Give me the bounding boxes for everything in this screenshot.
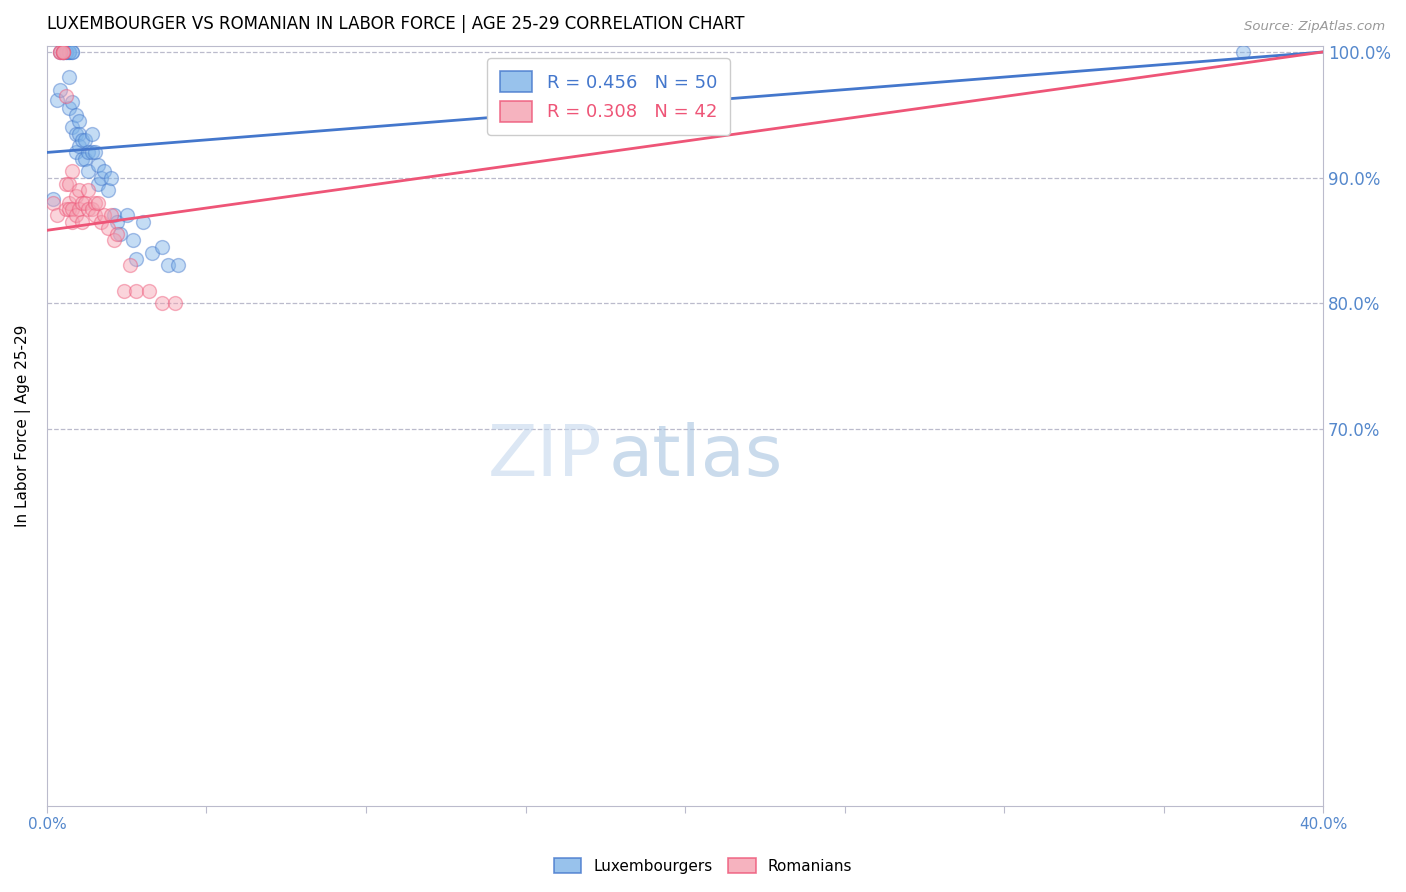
Point: [67, 127, 90, 141]
Point: [80, 202, 103, 216]
Point: [62, 202, 84, 216]
Point: [67, 183, 90, 197]
Point: [67, 202, 90, 216]
Point: [67, 114, 90, 128]
Point: [150, 296, 173, 310]
Point: [97, 183, 120, 197]
Point: [52, 45, 75, 59]
Point: [77, 164, 100, 178]
Point: [80, 127, 103, 141]
Point: [77, 145, 100, 160]
Point: [62, 214, 84, 228]
Point: [52, 45, 75, 59]
Point: [58, 102, 80, 116]
Point: [62, 164, 84, 178]
Point: [87, 177, 110, 191]
Point: [48, 45, 70, 59]
Point: [77, 183, 100, 197]
Point: [115, 208, 138, 222]
Point: [93, 164, 115, 178]
Legend: R = 0.456   N = 50, R = 0.308   N = 42: R = 0.456 N = 50, R = 0.308 N = 42: [488, 59, 730, 135]
Point: [62, 95, 84, 110]
Point: [118, 259, 141, 273]
Point: [52, 45, 75, 59]
Point: [62, 45, 84, 59]
Point: [58, 45, 80, 59]
Point: [52, 45, 75, 59]
Point: [65, 145, 87, 160]
Point: [100, 208, 122, 222]
Point: [103, 233, 125, 247]
Point: [75, 133, 97, 147]
Point: [150, 240, 173, 254]
Point: [90, 170, 112, 185]
Point: [58, 45, 80, 59]
Point: [42, 195, 65, 210]
Point: [65, 208, 87, 222]
Point: [83, 208, 105, 222]
Text: atlas: atlas: [609, 422, 783, 491]
Y-axis label: In Labor Force | Age 25-29: In Labor Force | Age 25-29: [15, 325, 31, 527]
Point: [93, 208, 115, 222]
Point: [58, 195, 80, 210]
Point: [97, 220, 120, 235]
Point: [75, 152, 97, 166]
Point: [55, 45, 77, 59]
Point: [55, 89, 77, 103]
Point: [65, 108, 87, 122]
Point: [87, 195, 110, 210]
Point: [42, 192, 65, 206]
Point: [83, 195, 105, 210]
Point: [62, 120, 84, 135]
Point: [58, 70, 80, 84]
Legend: Luxembourgers, Romanians: Luxembourgers, Romanians: [548, 852, 858, 880]
Point: [100, 170, 122, 185]
Point: [55, 45, 77, 59]
Point: [83, 145, 105, 160]
Point: [48, 45, 70, 59]
Point: [62, 45, 84, 59]
Point: [112, 284, 135, 298]
Point: [70, 152, 93, 166]
Point: [45, 208, 67, 222]
Point: [58, 177, 80, 191]
Point: [110, 227, 132, 241]
Point: [65, 127, 87, 141]
Point: [75, 195, 97, 210]
Point: [105, 214, 128, 228]
Point: [87, 158, 110, 172]
Point: [67, 139, 90, 153]
Point: [80, 145, 103, 160]
Point: [52, 45, 75, 59]
Point: [90, 214, 112, 228]
Point: [55, 202, 77, 216]
Point: [65, 189, 87, 203]
Point: [45, 93, 67, 107]
Point: [157, 259, 180, 273]
Point: [131, 214, 153, 228]
Point: [138, 284, 160, 298]
Point: [105, 227, 128, 241]
Point: [122, 233, 145, 247]
Text: LUXEMBOURGER VS ROMANIAN IN LABOR FORCE | AGE 25-29 CORRELATION CHART: LUXEMBOURGER VS ROMANIAN IN LABOR FORCE …: [46, 15, 744, 33]
Point: [70, 133, 93, 147]
Point: [163, 296, 186, 310]
Point: [48, 45, 70, 59]
Point: [141, 246, 163, 260]
Point: [166, 259, 188, 273]
Point: [58, 202, 80, 216]
Point: [52, 45, 75, 59]
Point: [48, 82, 70, 96]
Point: [77, 202, 100, 216]
Point: [70, 214, 93, 228]
Point: [70, 195, 93, 210]
Text: Source: ZipAtlas.com: Source: ZipAtlas.com: [1244, 20, 1385, 33]
Point: [125, 252, 148, 267]
Point: [125, 284, 148, 298]
Text: ZIP: ZIP: [488, 422, 602, 491]
Point: [103, 208, 125, 222]
Point: [1232, 45, 1254, 59]
Point: [55, 177, 77, 191]
